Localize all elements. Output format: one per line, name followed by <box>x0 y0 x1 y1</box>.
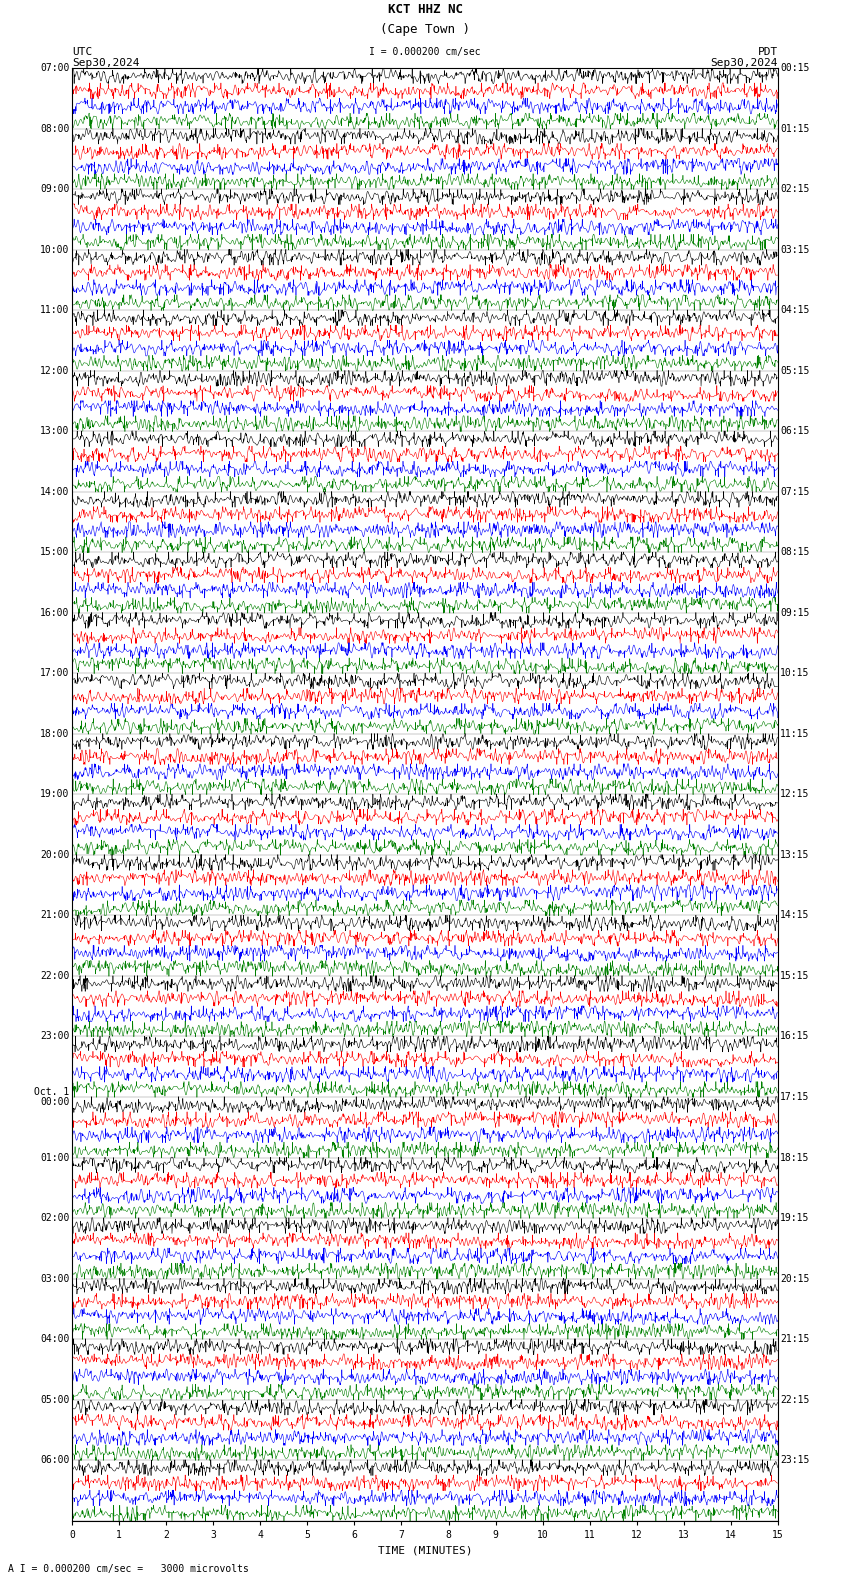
Text: 21:15: 21:15 <box>780 1334 810 1345</box>
Text: 06:15: 06:15 <box>780 426 810 436</box>
Text: 22:00: 22:00 <box>40 971 70 980</box>
Text: A I = 0.000200 cm/sec =   3000 microvolts: A I = 0.000200 cm/sec = 3000 microvolts <box>8 1565 249 1574</box>
Text: 12:00: 12:00 <box>40 366 70 375</box>
Text: 02:00: 02:00 <box>40 1213 70 1223</box>
Text: 07:00: 07:00 <box>40 63 70 73</box>
Text: 14:00: 14:00 <box>40 486 70 497</box>
Text: 08:15: 08:15 <box>780 548 810 558</box>
Text: 17:15: 17:15 <box>780 1091 810 1102</box>
Text: 04:15: 04:15 <box>780 306 810 315</box>
Text: 00:15: 00:15 <box>780 63 810 73</box>
Text: 05:00: 05:00 <box>40 1394 70 1405</box>
Text: KCT HHZ NC: KCT HHZ NC <box>388 3 462 16</box>
Text: 06:00: 06:00 <box>40 1456 70 1465</box>
Text: Sep30,2024: Sep30,2024 <box>711 59 778 68</box>
Text: 08:00: 08:00 <box>40 124 70 133</box>
Text: UTC: UTC <box>72 48 93 57</box>
Text: 05:15: 05:15 <box>780 366 810 375</box>
Text: 19:15: 19:15 <box>780 1213 810 1223</box>
Text: 12:15: 12:15 <box>780 789 810 800</box>
Text: PDT: PDT <box>757 48 778 57</box>
Text: 20:15: 20:15 <box>780 1274 810 1283</box>
Text: 18:15: 18:15 <box>780 1153 810 1163</box>
Text: 03:15: 03:15 <box>780 244 810 255</box>
Text: 22:15: 22:15 <box>780 1394 810 1405</box>
Text: 01:00: 01:00 <box>40 1153 70 1163</box>
Text: 20:00: 20:00 <box>40 851 70 860</box>
Text: 18:00: 18:00 <box>40 729 70 738</box>
Text: 09:00: 09:00 <box>40 184 70 195</box>
Text: 11:15: 11:15 <box>780 729 810 738</box>
Text: 17:00: 17:00 <box>40 668 70 678</box>
Text: 10:00: 10:00 <box>40 244 70 255</box>
Text: 02:15: 02:15 <box>780 184 810 195</box>
Text: 14:15: 14:15 <box>780 911 810 920</box>
X-axis label: TIME (MINUTES): TIME (MINUTES) <box>377 1546 473 1555</box>
Text: 11:00: 11:00 <box>40 306 70 315</box>
Text: 21:00: 21:00 <box>40 911 70 920</box>
Text: 13:15: 13:15 <box>780 851 810 860</box>
Text: 10:15: 10:15 <box>780 668 810 678</box>
Text: 13:00: 13:00 <box>40 426 70 436</box>
Text: Sep30,2024: Sep30,2024 <box>72 59 139 68</box>
Text: 19:00: 19:00 <box>40 789 70 800</box>
Text: 15:00: 15:00 <box>40 548 70 558</box>
Text: 01:15: 01:15 <box>780 124 810 133</box>
Text: I = 0.000200 cm/sec: I = 0.000200 cm/sec <box>369 48 481 57</box>
Text: 16:00: 16:00 <box>40 608 70 618</box>
Text: 07:15: 07:15 <box>780 486 810 497</box>
Text: 16:15: 16:15 <box>780 1031 810 1041</box>
Text: 09:15: 09:15 <box>780 608 810 618</box>
Text: 03:00: 03:00 <box>40 1274 70 1283</box>
Text: 15:15: 15:15 <box>780 971 810 980</box>
Text: 00:00: 00:00 <box>40 1098 70 1107</box>
Text: 23:15: 23:15 <box>780 1456 810 1465</box>
Text: 04:00: 04:00 <box>40 1334 70 1345</box>
Text: Oct. 1: Oct. 1 <box>35 1087 70 1098</box>
Text: 23:00: 23:00 <box>40 1031 70 1041</box>
Text: (Cape Town ): (Cape Town ) <box>380 24 470 36</box>
